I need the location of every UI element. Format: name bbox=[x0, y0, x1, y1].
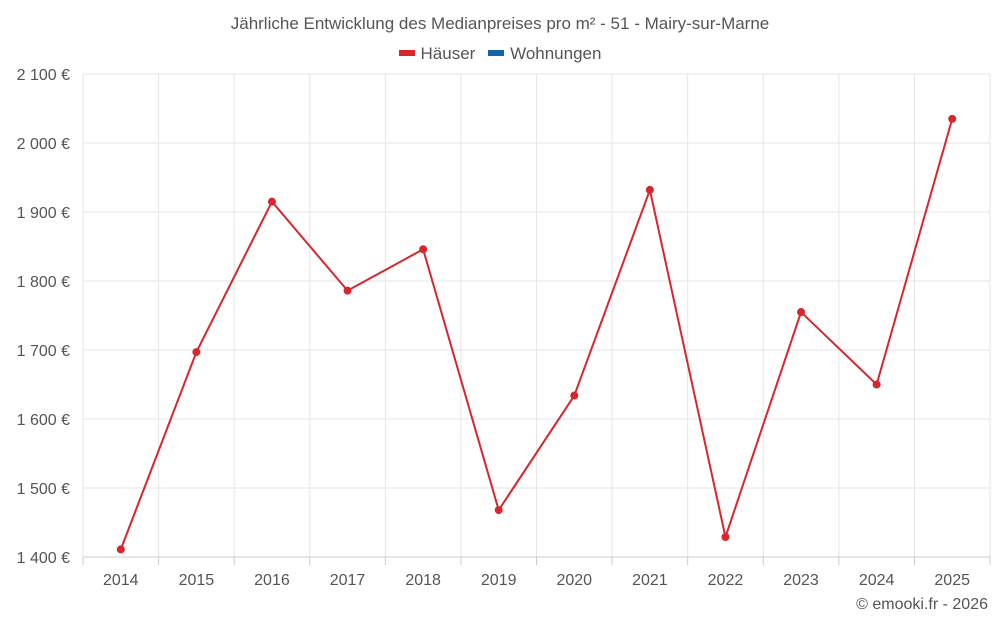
series bbox=[116, 114, 957, 554]
data-point bbox=[343, 286, 352, 295]
y-tick-label: 1 900 € bbox=[17, 205, 70, 222]
legend-label-apartments: Wohnungen bbox=[510, 44, 602, 63]
x-tick-label: 2024 bbox=[859, 572, 895, 589]
legend-item-apartments[interactable]: Wohnungen bbox=[488, 44, 601, 64]
legend: Häuser Wohnungen bbox=[0, 44, 1000, 64]
x-tick-label: 2019 bbox=[481, 572, 517, 589]
y-tick-label: 1 800 € bbox=[17, 274, 70, 291]
legend-item-houses[interactable]: Häuser bbox=[398, 44, 476, 64]
x-tick-label: 2025 bbox=[934, 572, 970, 589]
data-point bbox=[192, 348, 201, 357]
x-tick-label: 2023 bbox=[783, 572, 819, 589]
x-tick-label: 2017 bbox=[330, 572, 366, 589]
x-tick-label: 2015 bbox=[179, 572, 215, 589]
y-tick-label: 2 100 € bbox=[17, 67, 70, 84]
x-tick-label: 2016 bbox=[254, 572, 290, 589]
data-point bbox=[645, 185, 654, 194]
y-tick-label: 1 500 € bbox=[17, 481, 70, 498]
x-tick-label: 2022 bbox=[708, 572, 744, 589]
legend-label-houses: Häuser bbox=[420, 44, 476, 63]
chart-title: Jährliche Entwicklung des Medianpreises … bbox=[230, 14, 770, 33]
data-point bbox=[721, 532, 730, 541]
data-point bbox=[494, 506, 503, 515]
data-point bbox=[116, 545, 125, 554]
x-tick-label: 2018 bbox=[405, 572, 441, 589]
data-point bbox=[797, 308, 806, 317]
series-line-houses bbox=[119, 118, 954, 550]
y-tick-label: 1 600 € bbox=[17, 412, 70, 429]
axes: 1 400 € 1 500 € 1 600 € 1 700 € 1 800 € 1 900… bbox=[17, 67, 991, 589]
grid bbox=[82, 73, 991, 557]
y-tick-label: 1 700 € bbox=[17, 343, 70, 360]
data-point bbox=[948, 114, 957, 123]
legend-swatch-apartments bbox=[488, 49, 505, 56]
x-tick-label: 2021 bbox=[632, 572, 668, 589]
data-point bbox=[267, 197, 276, 206]
x-tick-label: 2014 bbox=[103, 572, 139, 589]
y-tick-label: 1 400 € bbox=[17, 550, 70, 567]
legend-swatch-houses bbox=[398, 49, 415, 56]
credit-text: © emooki.fr - 2026 bbox=[856, 596, 988, 613]
data-point bbox=[872, 380, 881, 389]
data-point bbox=[419, 245, 428, 254]
data-point bbox=[570, 391, 579, 400]
x-tick-label: 2020 bbox=[556, 572, 592, 589]
y-tick-label: 2 000 € bbox=[17, 136, 70, 153]
